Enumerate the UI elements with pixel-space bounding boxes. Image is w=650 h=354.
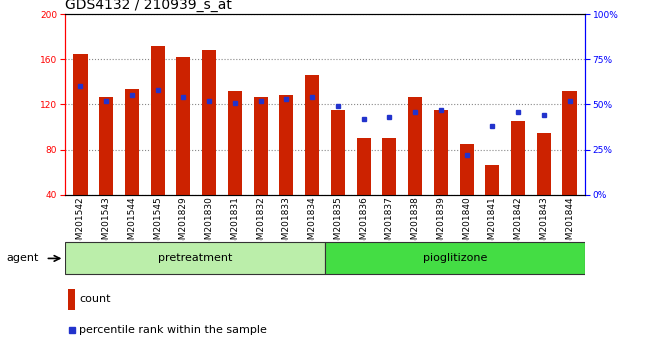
Bar xyxy=(511,121,525,195)
Bar xyxy=(357,138,370,195)
Bar xyxy=(537,133,551,195)
Bar xyxy=(227,91,242,195)
Bar xyxy=(331,110,345,195)
Text: GDS4132 / 210939_s_at: GDS4132 / 210939_s_at xyxy=(65,0,232,12)
Bar xyxy=(460,144,474,195)
Bar xyxy=(280,96,293,195)
Text: percentile rank within the sample: percentile rank within the sample xyxy=(79,325,267,335)
Bar xyxy=(562,91,577,195)
Bar xyxy=(486,165,499,195)
Bar xyxy=(125,88,139,195)
Text: pretreatment: pretreatment xyxy=(158,253,232,263)
Text: count: count xyxy=(79,295,110,304)
Bar xyxy=(202,50,216,195)
Bar xyxy=(434,110,448,195)
Text: pioglitizone: pioglitizone xyxy=(422,253,488,263)
Bar xyxy=(151,46,164,195)
Bar xyxy=(408,97,422,195)
Bar xyxy=(176,57,190,195)
Bar xyxy=(99,97,113,195)
Bar xyxy=(305,75,319,195)
Bar xyxy=(65,242,325,274)
Bar xyxy=(325,242,585,274)
Bar xyxy=(68,289,75,310)
Bar xyxy=(254,97,268,195)
Text: agent: agent xyxy=(6,253,39,263)
Bar xyxy=(382,138,396,195)
Bar xyxy=(73,54,88,195)
